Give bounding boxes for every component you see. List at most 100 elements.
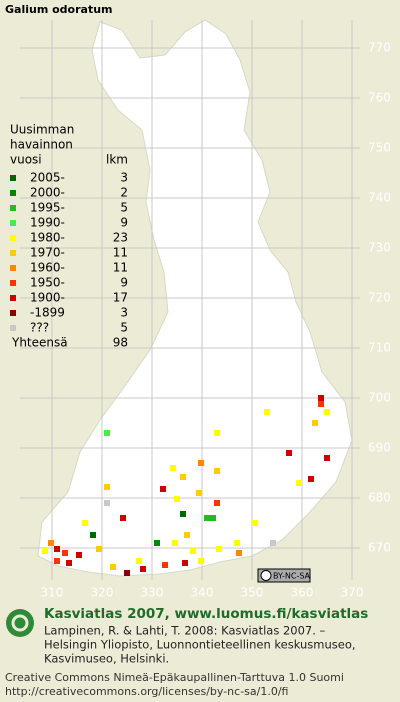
occurrence <box>286 450 292 456</box>
legend-heading: havainnon <box>10 138 73 152</box>
occurrence <box>318 395 324 401</box>
occurrence <box>324 455 330 461</box>
legend-count: 3 <box>120 306 128 320</box>
occurrence <box>140 566 146 572</box>
legend-swatch <box>10 295 16 301</box>
occurrence <box>82 520 88 526</box>
logo-swirl <box>11 614 29 632</box>
northing-label: 680 <box>368 491 391 505</box>
legend-label: 1995- <box>30 201 65 215</box>
legend-swatch <box>10 280 16 286</box>
occurrence <box>308 476 314 482</box>
legend-label: 1900- <box>30 291 65 305</box>
northing-label: 720 <box>368 291 391 305</box>
northing-label: 740 <box>368 191 391 205</box>
occurrence <box>124 570 130 576</box>
occurrence <box>180 474 186 480</box>
legend-total-label: Yhteensä <box>11 336 68 350</box>
easting-label: 330 <box>141 586 164 600</box>
legend-count: 11 <box>113 261 128 275</box>
occurrence <box>198 460 204 466</box>
occurrence <box>210 515 216 521</box>
footer-heading: Kasviatlas 2007, www.luomus.fi/kasviatla… <box>44 606 368 622</box>
species-title: Galium odoratum <box>5 3 113 16</box>
northing-label: 770 <box>368 41 391 55</box>
occurrence <box>42 548 48 554</box>
occurrence <box>172 540 178 546</box>
occurrence <box>66 560 72 566</box>
occurrence <box>264 409 270 415</box>
occurrence <box>270 540 276 546</box>
legend-total: 98 <box>113 336 128 350</box>
occurrence <box>216 546 222 552</box>
occurrence <box>54 546 60 552</box>
legend-label: ??? <box>30 321 49 335</box>
occurrence <box>190 548 196 554</box>
legend-count: 5 <box>120 201 128 215</box>
occurrence <box>154 540 160 546</box>
citation-line: Lampinen, R. & Lahti, T. 2008: Kasviatla… <box>44 624 326 638</box>
northing-label: 670 <box>368 541 391 555</box>
occurrence <box>104 500 110 506</box>
legend-swatch <box>10 310 16 316</box>
occurrence <box>62 550 68 556</box>
legend-swatch <box>10 325 16 331</box>
legend-count: 3 <box>120 171 128 185</box>
easting-label: 340 <box>191 586 214 600</box>
license-line: Creative Commons Nimeä-Epäkaupallinen-Ta… <box>5 671 344 684</box>
northing-label: 760 <box>368 91 391 105</box>
legend-label: 1990- <box>30 216 65 230</box>
legend-swatch <box>10 265 16 271</box>
legend-swatch <box>10 235 16 241</box>
occurrence <box>214 500 220 506</box>
occurrence <box>180 511 186 517</box>
occurrence <box>160 486 166 492</box>
occurrence <box>104 484 110 490</box>
occurrence <box>162 562 168 568</box>
occurrence <box>214 468 220 474</box>
northing-label: 700 <box>368 391 391 405</box>
northing-label: 710 <box>368 341 391 355</box>
occurrences <box>42 395 330 576</box>
legend-label: 1980- <box>30 231 65 245</box>
northing-label: 750 <box>368 141 391 155</box>
occurrence <box>120 515 126 521</box>
license-line: http://creativecommons.org/licenses/by-n… <box>5 685 288 698</box>
legend-label: 2005- <box>30 171 65 185</box>
legend-label: 2000- <box>30 186 65 200</box>
legend-count: 9 <box>120 276 128 290</box>
occurrence <box>236 550 242 556</box>
occurrence <box>76 552 82 558</box>
legend-count: 2 <box>120 186 128 200</box>
legend-count: 11 <box>113 246 128 260</box>
license-badge: BY-NC-SA <box>257 568 311 583</box>
occurrence <box>110 564 116 570</box>
legend-count: 9 <box>120 216 128 230</box>
occurrence <box>96 546 102 552</box>
logo-mark <box>6 609 34 637</box>
easting-label: 370 <box>341 586 364 600</box>
occurrence <box>214 430 220 436</box>
badge-text: BY-NC-SA <box>273 572 311 581</box>
legend-label: 1970- <box>30 246 65 260</box>
occurrence <box>196 490 202 496</box>
legend-heading: vuosi <box>10 153 42 167</box>
occurrence <box>170 465 176 471</box>
occurrence <box>174 496 180 502</box>
legend-swatch <box>10 175 16 181</box>
occurrence <box>318 401 324 407</box>
legend-count: 17 <box>113 291 128 305</box>
legend-label: -1899 <box>30 306 65 320</box>
legend-swatch <box>10 205 16 211</box>
easting-label: 350 <box>241 586 264 600</box>
logo <box>6 609 34 637</box>
legend-label: 1960- <box>30 261 65 275</box>
northing-label: 690 <box>368 441 391 455</box>
occurrence <box>312 420 318 426</box>
citation-line: Helsingin Yliopisto, Luonnontieteellinen… <box>44 638 356 652</box>
occurrence <box>184 532 190 538</box>
easting-label: 320 <box>91 586 114 600</box>
legend-swatch <box>10 250 16 256</box>
occurrence <box>90 532 96 538</box>
